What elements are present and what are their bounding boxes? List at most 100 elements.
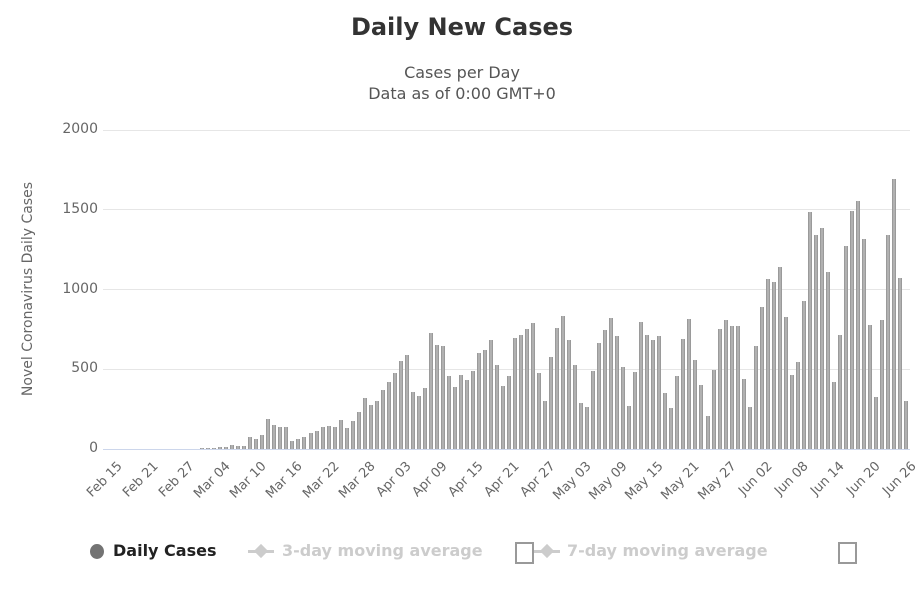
x-tick-label: Mar 04 <box>191 459 234 502</box>
bar <box>392 373 397 449</box>
bar <box>789 375 794 449</box>
bar <box>681 339 686 449</box>
bar <box>669 408 674 449</box>
bar <box>513 338 517 449</box>
bar <box>344 428 349 449</box>
bar <box>747 407 752 449</box>
bar <box>843 246 848 449</box>
bar <box>729 326 734 449</box>
bar <box>873 397 878 449</box>
bar <box>302 437 307 449</box>
chart-title: Daily New Cases <box>350 13 574 41</box>
bar <box>326 426 331 449</box>
bar <box>663 393 668 449</box>
checkbox-3day-average[interactable] <box>515 542 534 564</box>
bar <box>296 439 301 449</box>
bar <box>236 446 241 449</box>
bar <box>615 336 620 449</box>
bar <box>837 335 842 449</box>
bar <box>356 412 361 449</box>
bar <box>819 228 824 449</box>
bar <box>639 322 644 449</box>
x-tick-label: Feb 21 <box>120 459 162 501</box>
gridline <box>103 129 910 131</box>
bar <box>825 272 830 449</box>
x-tick-label: May 09 <box>586 459 631 504</box>
moving-average-3day-marker-icon <box>248 543 274 559</box>
bar <box>476 353 481 449</box>
bar <box>470 371 475 449</box>
bar <box>555 328 560 449</box>
bar <box>597 343 602 449</box>
bar <box>741 379 746 449</box>
bar <box>621 367 626 449</box>
x-tick-label: Apr 21 <box>481 459 523 501</box>
bar <box>801 301 806 449</box>
bar <box>567 340 572 449</box>
bar <box>831 382 836 449</box>
bar <box>290 441 295 449</box>
bar <box>771 282 776 449</box>
bar <box>519 335 524 449</box>
bar <box>549 357 554 449</box>
x-tick-label: Feb 27 <box>156 459 198 501</box>
bar <box>440 346 445 449</box>
bar <box>753 346 758 449</box>
checkbox-7day-average[interactable] <box>838 542 857 564</box>
bar <box>452 387 457 449</box>
bar <box>464 380 469 449</box>
bar <box>885 235 890 449</box>
bar <box>398 361 403 449</box>
bar <box>585 407 590 449</box>
legend-item-daily-cases[interactable]: Daily Cases <box>113 541 217 560</box>
x-tick-label: Jun 14 <box>807 459 848 499</box>
bar <box>855 201 860 449</box>
bar <box>458 375 463 449</box>
bar <box>446 376 451 449</box>
legend-item-3day-average[interactable]: 3-day moving average <box>282 541 483 560</box>
bar <box>368 405 373 449</box>
bar <box>711 370 716 449</box>
bar <box>200 448 205 449</box>
bar <box>314 431 319 449</box>
x-tick-label: Mar 22 <box>299 459 343 502</box>
gridline <box>103 209 910 211</box>
bar <box>867 325 872 449</box>
bar <box>645 335 650 449</box>
bar <box>278 427 283 449</box>
bar <box>434 345 439 449</box>
x-axis-line <box>103 449 910 450</box>
bar <box>897 278 902 449</box>
bar <box>350 421 355 449</box>
chart-subtitle-line1: Cases per Day <box>404 63 520 82</box>
x-tick-label: Mar 16 <box>263 459 307 502</box>
bar <box>723 320 728 449</box>
y-tick-label: 0 <box>89 440 98 456</box>
legend-item-7day-average[interactable]: 7-day moving average <box>567 541 768 560</box>
plot-area[interactable] <box>103 129 910 450</box>
bar <box>561 316 566 449</box>
bar <box>849 211 854 449</box>
bar <box>404 355 409 449</box>
x-tick-label: Jun 20 <box>843 459 884 499</box>
y-tick-label: 1000 <box>62 280 98 297</box>
x-tick-label: Mar 28 <box>335 459 379 502</box>
bar <box>224 447 229 449</box>
bar <box>266 419 271 449</box>
bar <box>260 435 265 449</box>
bar <box>488 340 493 449</box>
bar <box>543 401 548 449</box>
y-tick-label: 2000 <box>62 121 98 137</box>
y-tick-label: 1500 <box>62 200 98 217</box>
bar <box>362 398 367 449</box>
bar <box>675 376 680 449</box>
legend: Daily Cases 3-day moving average 7-day m… <box>0 538 924 578</box>
bar <box>386 382 391 449</box>
bar <box>218 447 223 449</box>
bar <box>248 437 253 449</box>
gridline <box>103 368 910 370</box>
y-tick-label: 500 <box>71 360 98 377</box>
bar <box>242 446 247 449</box>
bar <box>482 350 487 449</box>
